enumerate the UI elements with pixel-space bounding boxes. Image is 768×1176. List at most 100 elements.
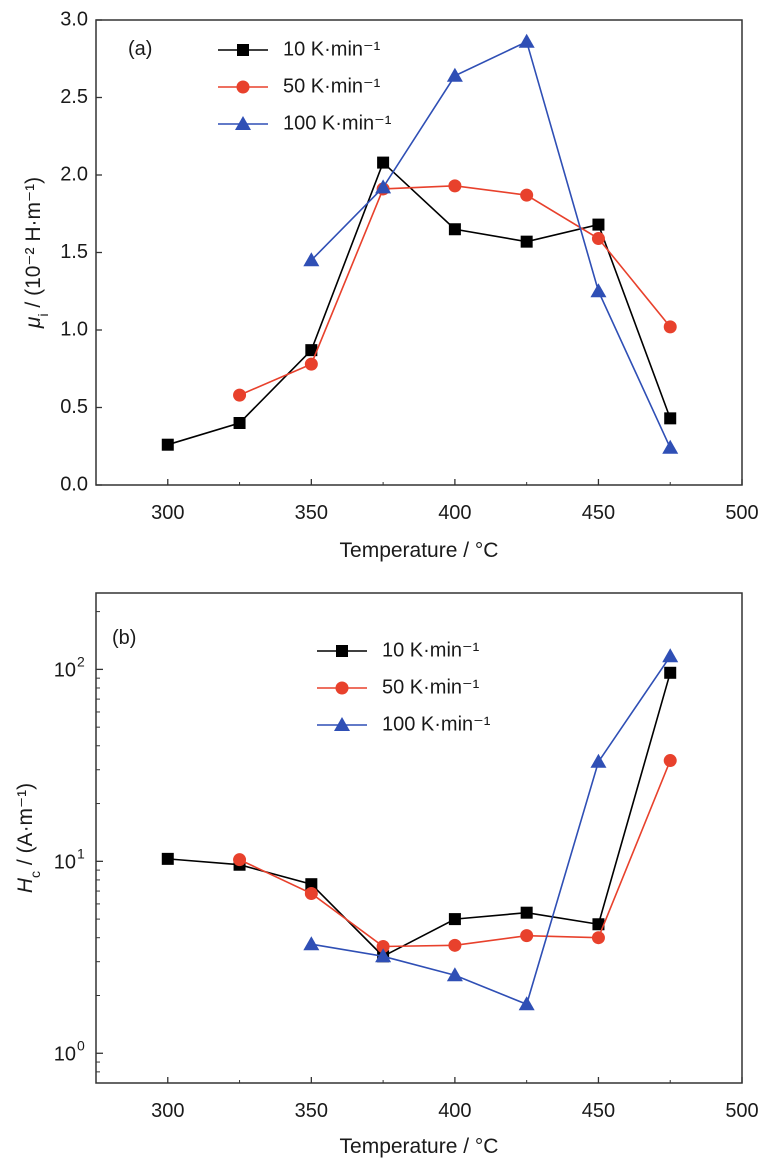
x-tick-label: 400 [438,1100,471,1122]
x-tick-label: 450 [582,502,615,524]
data-point [161,438,174,451]
data-point [304,886,318,900]
data-point [305,344,318,357]
data-point [233,417,246,429]
x-tick-label: 350 [295,502,328,524]
x-tick-label: 350 [295,1100,328,1122]
plot-frame [95,592,743,1084]
data-point [448,913,461,926]
legend-label: 10 K·min⁻¹ [283,38,381,60]
x-tick-label: 500 [725,502,758,524]
y-tick-label: 2.5 [60,86,88,108]
x-tick-label: 450 [582,1100,615,1122]
series-triangle [303,648,679,1011]
data-point [664,412,677,425]
y-tick-label: 3.0 [60,8,88,30]
legend-entry: 100 K·min⁻¹ [218,112,392,134]
legend-entry: 10 K·min⁻¹ [218,38,381,60]
series-line [167,672,671,958]
data-point [233,853,247,867]
data-point [592,218,605,231]
series-line [310,40,671,449]
legend-label: 50 K·min⁻¹ [283,75,381,97]
series-line [167,161,671,446]
y-tick-label: 10 [54,1043,76,1065]
y-tick-label: 1.0 [60,318,88,340]
data-point [662,648,679,663]
legend-marker [335,681,349,695]
legend-entry: 50 K·min⁻¹ [317,676,480,698]
data-point [376,939,390,953]
y-tick-label: 0.0 [60,473,88,495]
chart-panel-a: 300 350 400 450 500 0.0 0.5 1.0 1.5 2.0 2.5 3.0 Temp… [22,8,759,562]
legend-label: 10 K·min⁻¹ [382,639,480,661]
data-point [375,948,392,963]
legend-entry: 10 K·min⁻¹ [317,639,480,661]
legend-label: 50 K·min⁻¹ [382,676,480,698]
data-point [591,232,605,246]
data-point [520,906,533,919]
data-point [520,235,533,248]
data-point [305,878,318,891]
data-point [518,996,535,1011]
data-point [520,188,534,202]
data-point [663,320,677,334]
data-point [663,754,677,768]
data-point [304,357,318,371]
legend-label: 100 K·min⁻¹ [382,713,491,735]
legend-marker [236,80,250,94]
legend-marker [334,717,350,731]
data-point [518,33,535,48]
series-square [161,666,677,963]
panel-label: (b) [112,627,136,649]
x-tick-label: 300 [151,502,184,524]
data-point [664,666,677,679]
y-tick-label: 10 [54,851,76,873]
series-circle [233,754,677,953]
y-tick-exponent: 2 [77,653,85,669]
y-tick-label: 0.5 [60,396,88,418]
data-point [303,252,320,267]
legend-marker [336,645,348,657]
legend-label: 100 K·min⁻¹ [283,112,392,134]
y-axis-label: μi / (10⁻² H·m⁻¹) [22,177,51,329]
data-point [591,931,605,945]
y-tick-exponent: 0 [77,1037,85,1053]
data-point [303,936,320,951]
data-point [520,929,534,943]
data-point [233,388,247,402]
data-point [446,967,463,982]
data-point [662,439,679,454]
y-tick-label: 1.5 [60,241,88,263]
y-tick-label: 10 [54,659,76,681]
x-axis-label: Temperature / °C [340,539,499,562]
legend-entry: 100 K·min⁻¹ [317,713,491,735]
data-point [590,753,607,768]
x-axis-label: Temperature / °C [340,1135,499,1158]
series-triangle [303,33,679,454]
data-point [590,283,607,298]
data-point [377,156,390,169]
series-circle [233,179,677,402]
data-point [448,179,462,193]
data-point [161,852,174,865]
data-point [375,179,392,194]
data-point [592,918,605,931]
x-tick-label: 300 [151,1100,184,1122]
legend-marker [237,44,249,56]
legend-entry: 50 K·min⁻¹ [218,75,381,97]
series-line [239,185,671,396]
x-tick-label: 500 [725,1100,758,1122]
data-point [448,938,462,952]
plot-frame [95,19,743,486]
data-point [446,67,463,82]
series-square [161,156,677,451]
data-point [448,223,461,236]
y-axis-label: Hc / (A·m⁻¹) [14,783,43,893]
y-tick-label: 2.0 [60,163,88,185]
y-tick-exponent: 1 [77,845,85,861]
x-tick-label: 400 [438,502,471,524]
panel-label: (a) [128,38,152,60]
